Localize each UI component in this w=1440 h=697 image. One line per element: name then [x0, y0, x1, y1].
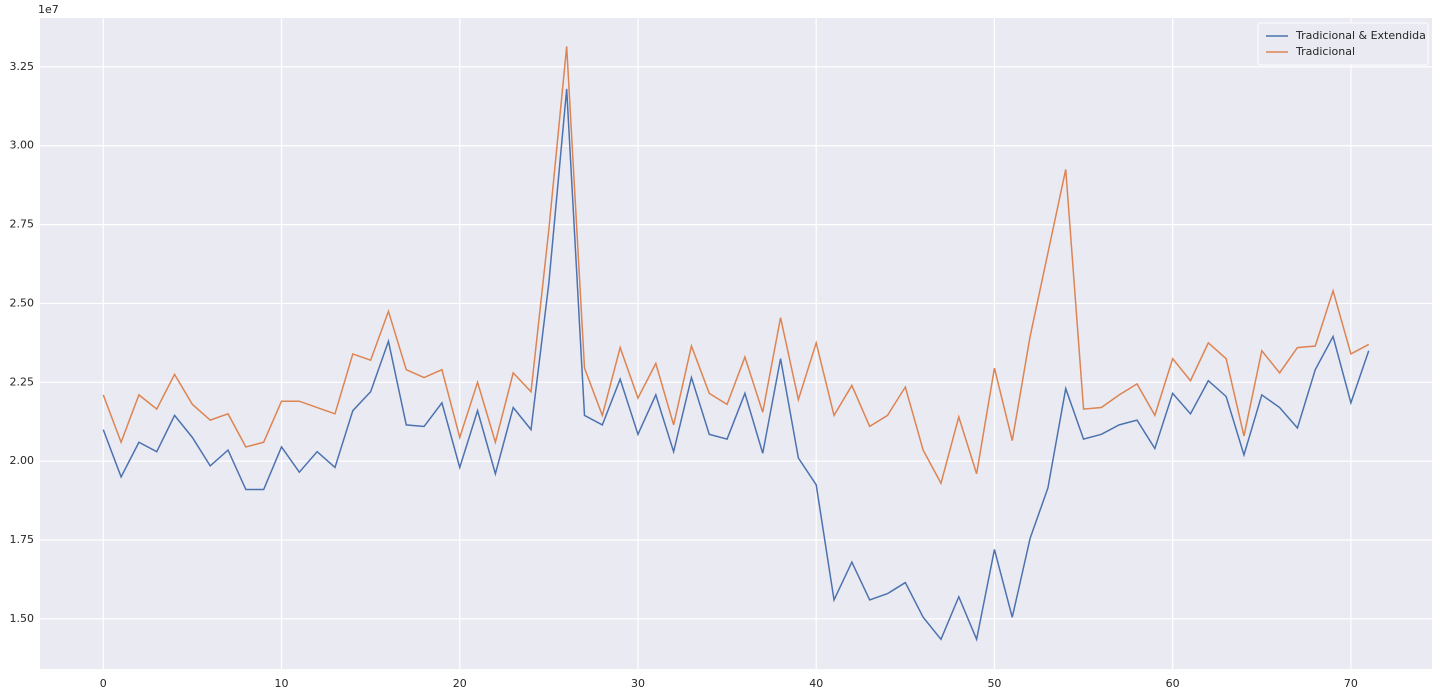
x-tick-label: 30	[631, 677, 645, 690]
y-tick-label: 1.50	[10, 612, 35, 625]
y-tick-label: 3.25	[10, 60, 35, 73]
x-tick-label: 0	[100, 677, 107, 690]
y-tick-label: 2.00	[10, 454, 35, 467]
x-tick-label: 10	[275, 677, 289, 690]
legend-label: Tradicional	[1295, 45, 1355, 58]
legend: Tradicional & Extendida Tradicional	[1257, 22, 1429, 66]
x-tick-label: 60	[1166, 677, 1180, 690]
series-line	[102, 46, 1370, 486]
y-tick-label: 2.50	[10, 296, 35, 309]
legend-box	[1257, 22, 1429, 66]
x-tick-label: 40	[809, 677, 823, 690]
x-tick-label: 20	[453, 677, 467, 690]
y-offset-label: 1e7	[38, 3, 59, 16]
x-tick-label: 70	[1344, 677, 1358, 690]
legend-label: Tradicional & Extendida	[1295, 29, 1426, 42]
plot-area	[40, 18, 1432, 669]
y-tick-label: 2.75	[10, 218, 35, 231]
y-tick-label: 1.75	[10, 533, 35, 546]
series-line	[102, 88, 1370, 642]
y-tick-label: 3.00	[10, 139, 35, 152]
y-tick-label: 2.25	[10, 375, 35, 388]
x-tick-label: 50	[987, 677, 1001, 690]
